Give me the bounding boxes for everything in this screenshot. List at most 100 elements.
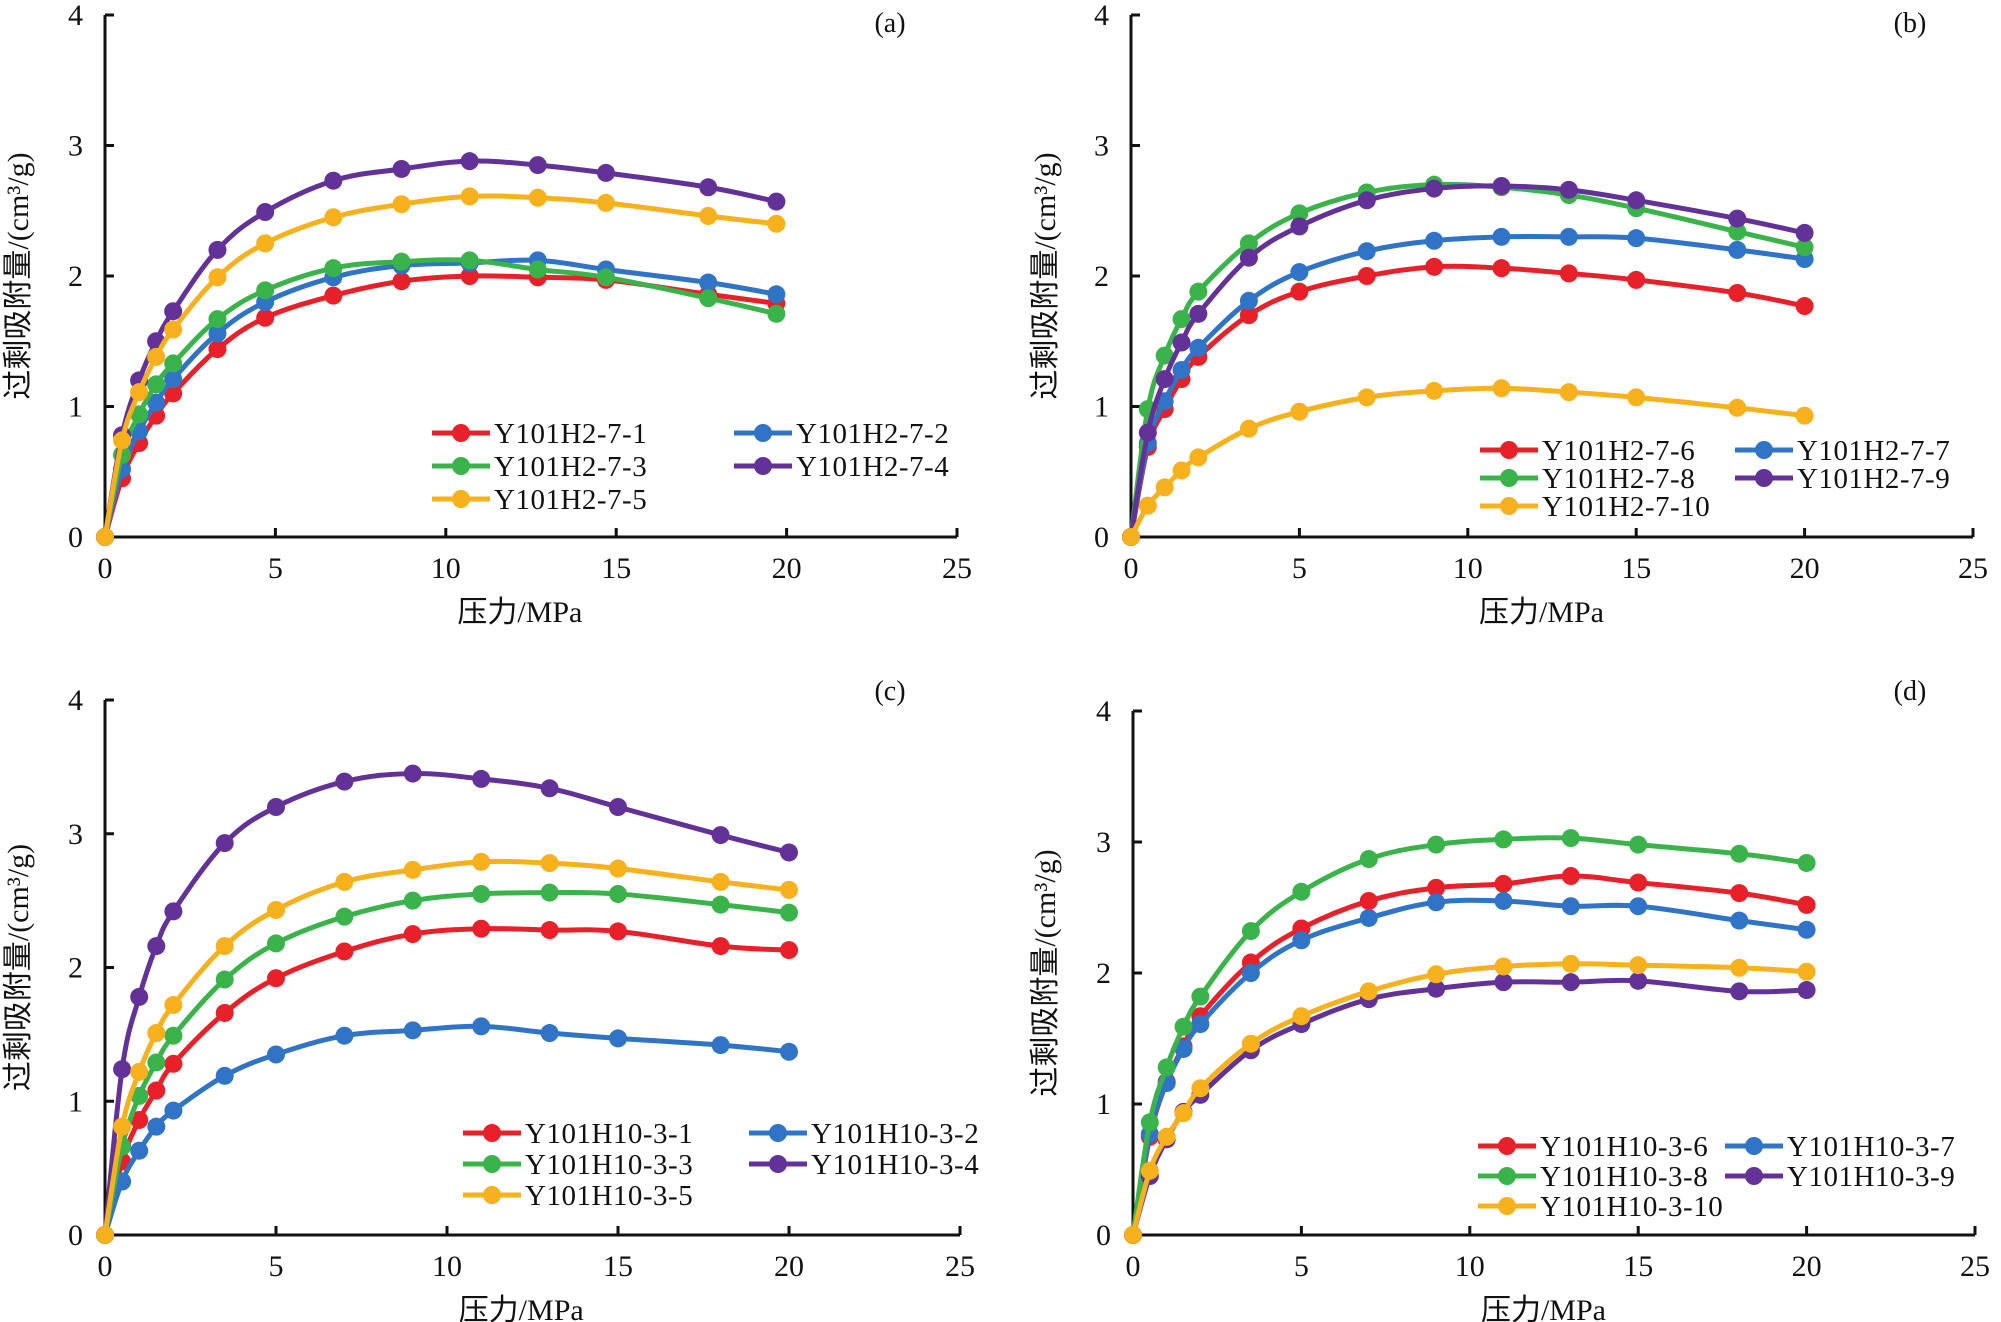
data-point — [267, 969, 285, 988]
data-point — [256, 308, 275, 327]
legend-swatch-marker — [1498, 1167, 1516, 1185]
data-point — [267, 900, 285, 919]
x-tick-label: 15 — [1623, 1250, 1653, 1283]
data-point — [403, 860, 422, 879]
data-point — [1627, 388, 1646, 407]
data-point — [767, 192, 786, 211]
x-axis-title: 压力/MPa — [459, 1294, 584, 1322]
data-point — [1157, 1058, 1176, 1077]
data-point — [1559, 383, 1578, 402]
data-point — [1797, 981, 1816, 1000]
data-point — [1561, 897, 1580, 916]
series-Y101H2-7-5 — [96, 187, 786, 546]
data-point — [164, 1054, 183, 1073]
data-point — [540, 779, 559, 798]
x-tick-label: 0 — [98, 552, 113, 585]
data-point — [113, 1117, 132, 1136]
series-Y101H10-3-5 — [96, 852, 798, 1244]
data-point — [267, 1045, 285, 1064]
legend-item: Y101H2-7-9 — [1735, 463, 1950, 495]
legend-label: Y101H2-7-7 — [1797, 435, 1950, 467]
data-point — [699, 273, 718, 292]
series-Y101H2-7-1 — [96, 267, 786, 546]
data-point — [1172, 360, 1191, 379]
x-tick-label: 10 — [432, 1250, 462, 1283]
data-point — [392, 272, 411, 291]
data-point — [147, 1081, 166, 1100]
data-point — [1357, 191, 1376, 210]
data-point — [1140, 1161, 1159, 1180]
y-tick-label: 3 — [1094, 130, 1109, 163]
data-point — [528, 260, 547, 279]
y-tick-label: 2 — [1094, 260, 1109, 293]
legend-swatch-marker — [483, 1124, 501, 1142]
data-point — [1728, 398, 1747, 417]
data-point — [1239, 291, 1258, 310]
data-point — [1290, 217, 1309, 236]
data-point — [335, 772, 354, 791]
data-point — [540, 854, 559, 873]
legend-label: Y101H2-7-8 — [1542, 463, 1695, 495]
data-point — [1241, 922, 1260, 941]
series-Y101H10-3-1 — [96, 919, 798, 1244]
x-tick-label: 0 — [1126, 1250, 1141, 1283]
data-point — [215, 1066, 234, 1085]
series-line — [102, 158, 779, 540]
y-tick-label: 2 — [1096, 957, 1111, 990]
legend-label: Y101H2-7-10 — [1542, 491, 1710, 523]
data-point — [1427, 878, 1446, 897]
data-point — [780, 880, 798, 899]
x-tick-label: 15 — [1621, 552, 1651, 585]
x-tick-label: 20 — [1792, 1250, 1822, 1283]
panel-tag: (c) — [874, 676, 905, 707]
data-point — [767, 285, 786, 304]
x-tick-label: 25 — [1960, 1250, 1990, 1283]
data-point — [1239, 306, 1258, 325]
legend-item: Y101H10-3-3 — [463, 1149, 693, 1181]
data-point — [1728, 283, 1747, 302]
x-tick-label: 10 — [1453, 552, 1483, 585]
data-point — [540, 883, 559, 902]
x-tick-label: 10 — [1455, 1250, 1485, 1283]
data-point — [609, 884, 627, 903]
data-point — [208, 240, 227, 259]
x-tick-label: 0 — [98, 1250, 113, 1283]
data-point — [147, 937, 166, 956]
legend-label: Y101H2-7-3 — [494, 451, 647, 483]
data-point — [1728, 209, 1747, 228]
data-point — [460, 187, 479, 206]
y-tick-label: 1 — [1096, 1088, 1111, 1121]
panel-d: 0 5 10 15 20 25 0 1 2 3 4 压力/MPa 过剩吸附量/(cm³/g) (d) Y10… — [1029, 676, 1990, 1322]
legend-item: Y101H2-7-8 — [1480, 463, 1695, 495]
data-point — [1138, 496, 1157, 515]
x-tick-label: 5 — [1294, 1250, 1309, 1283]
data-point — [403, 891, 422, 910]
data-point — [472, 884, 491, 903]
data-point — [208, 310, 227, 329]
data-point — [780, 903, 798, 922]
data-point — [596, 193, 615, 212]
legend-swatch-marker — [1500, 441, 1518, 459]
data-point — [130, 1062, 149, 1081]
data-point — [1427, 979, 1446, 998]
data-point — [472, 919, 491, 938]
series-Y101H10-3-2 — [96, 1017, 798, 1244]
data-point — [1290, 282, 1309, 301]
x-tick-label: 5 — [1292, 552, 1307, 585]
y-tick-label: 4 — [68, 684, 83, 717]
data-point — [1797, 895, 1816, 914]
data-point — [1191, 987, 1210, 1006]
y-tick-label: 1 — [68, 391, 83, 424]
panel-tag: (b) — [1894, 8, 1927, 39]
data-point — [1728, 222, 1747, 241]
data-point — [711, 1036, 730, 1055]
data-point — [1561, 954, 1580, 973]
data-point — [130, 1141, 149, 1160]
data-point — [335, 942, 354, 961]
data-point — [1191, 1079, 1210, 1098]
legend-label: Y101H10-3-4 — [811, 1149, 979, 1181]
x-tick-label: 20 — [772, 552, 802, 585]
data-point — [1425, 257, 1444, 276]
data-point — [1494, 973, 1513, 992]
